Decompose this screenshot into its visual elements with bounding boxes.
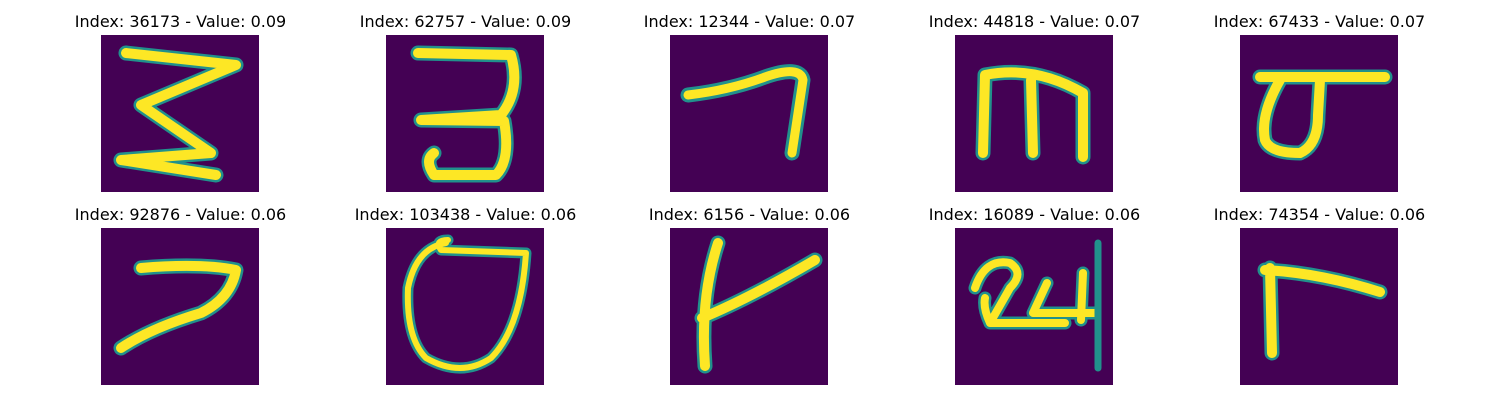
panel-image xyxy=(1240,228,1398,385)
glyph-letter-t xyxy=(694,235,823,374)
glyph-digit-3 xyxy=(410,45,522,183)
panel-7: Index: 103438 - Value: 0.06 xyxy=(323,193,608,385)
panel-title: Index: 44818 - Value: 0.07 xyxy=(928,12,1141,31)
panel-9: Index: 16089 - Value: 0.06 xyxy=(892,193,1177,385)
glyph-sigma xyxy=(1252,69,1393,161)
panel-title: Index: 74354 - Value: 0.06 xyxy=(1213,205,1426,224)
glyph-scribble-24 xyxy=(968,239,1102,372)
glyph-loop-shield xyxy=(402,234,532,374)
panel-8: Index: 6156 - Value: 0.06 xyxy=(607,193,892,385)
panel-2: Index: 62757 - Value: 0.09 xyxy=(323,0,608,192)
panel-image xyxy=(1240,35,1398,192)
panel-image xyxy=(955,228,1113,385)
panel-image xyxy=(955,35,1113,192)
panel-title: Index: 67433 - Value: 0.07 xyxy=(1213,12,1426,31)
panel-image xyxy=(386,35,544,192)
panel-10: Index: 74354 - Value: 0.06 xyxy=(1177,193,1462,385)
panel-1: Index: 36173 - Value: 0.09 xyxy=(38,0,323,192)
glyph-digit-7-flat xyxy=(680,64,811,161)
glyph-letter-r xyxy=(1257,260,1388,361)
panel-title: Index: 36173 - Value: 0.09 xyxy=(74,12,287,31)
glyph-letter-m xyxy=(975,64,1091,165)
panel-image xyxy=(670,228,828,385)
panel-4: Index: 44818 - Value: 0.07 xyxy=(892,0,1177,192)
glyph-digit-7 xyxy=(113,258,244,356)
panel-6: Index: 92876 - Value: 0.06 xyxy=(38,193,323,385)
glyph-digit-3-z xyxy=(113,45,244,183)
panel-title: Index: 6156 - Value: 0.06 xyxy=(648,205,851,224)
panel-image xyxy=(101,35,259,192)
panel-title: Index: 103438 - Value: 0.06 xyxy=(354,205,577,224)
panel-title: Index: 16089 - Value: 0.06 xyxy=(928,205,1141,224)
panel-image xyxy=(386,228,544,385)
panel-5: Index: 67433 - Value: 0.07 xyxy=(1177,0,1462,192)
panel-title: Index: 62757 - Value: 0.09 xyxy=(359,12,572,31)
panel-image xyxy=(670,35,828,192)
panel-title: Index: 12344 - Value: 0.07 xyxy=(643,12,856,31)
panel-image xyxy=(101,228,259,385)
panel-title: Index: 92876 - Value: 0.06 xyxy=(74,205,287,224)
panel-3: Index: 12344 - Value: 0.07 xyxy=(607,0,892,192)
